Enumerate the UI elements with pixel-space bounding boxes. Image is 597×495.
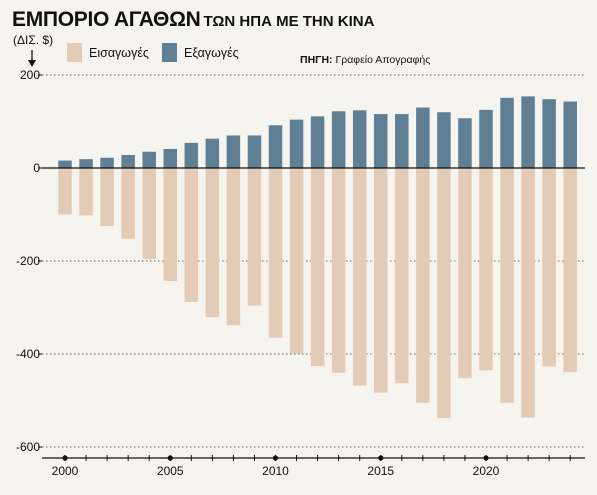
y-tick-label-0: 0 [33,161,40,175]
bar-imports-2005 [163,168,177,281]
bar-exports-2003 [121,154,135,168]
legend-swatch-imports [67,43,82,62]
bar-exports-2000 [58,160,72,168]
bar-imports-2012 [310,168,325,367]
bar-imports-2021 [500,168,514,403]
bar-exports-2015 [374,114,388,168]
bar-exports-2019 [458,118,472,168]
legend-label-imports: Εισαγωγές [89,45,149,60]
x-major-tick-dot-2010 [272,455,279,461]
bar-exports-2002 [100,157,114,168]
chart-title-main: ΕΜΠΟΡΙΟ ΑΓΑΘΩΝ [12,8,201,31]
source-label: ΠΗΓΗ: [300,54,333,66]
x-tick-label-2015: 2015 [367,464,394,478]
y-axis: 200 0 -200 -400 -600 [16,50,42,454]
legend-item-imports: Εισαγωγές [67,43,149,62]
bar-imports-2019 [458,168,472,379]
bar-imports-2023 [542,168,556,367]
x-tick-label-2005: 2005 [157,464,184,478]
bar-imports-2011 [289,168,304,354]
bar-imports-2001 [79,168,93,216]
source-text: Γραφείο Απογραφής [335,54,431,66]
bar-exports-2007 [205,138,220,168]
bar-exports-2005 [163,148,177,168]
x-major-tick-dot-2015 [378,455,384,461]
chart-title-sub: ΤΩΝ ΗΠΑ ΜΕ ΤΗΝ ΚΙΝΑ [203,13,375,30]
bar-exports-2022 [521,96,535,168]
bar-imports-2009 [247,168,262,306]
bar-imports-2002 [100,168,114,227]
y-tick-label-200: 200 [20,68,40,82]
bar-exports-2009 [247,135,262,168]
legend-swatch-exports [162,43,177,62]
x-major-tick-dot-2020 [483,455,489,461]
bar-imports-2010 [268,168,283,338]
bar-exports-2017 [416,107,430,168]
bar-imports-2015 [374,168,388,393]
bar-imports-2000 [58,168,72,215]
y-tick-label--200: -200 [16,254,40,268]
bar-exports-2011 [289,119,304,168]
bar-exports-2024 [563,101,577,168]
bar-exports-2014 [352,110,367,168]
bar-exports-2012 [310,116,325,168]
bar-imports-2022 [521,168,535,418]
bar-imports-2007 [205,168,220,318]
bar-imports-2013 [331,168,346,373]
bar-exports-2008 [226,135,241,168]
bar-imports-2003 [121,168,135,239]
bar-imports-2020 [479,168,493,371]
bar-imports-2016 [395,168,409,384]
bar-imports-2014 [352,168,367,386]
gridlines [42,74,585,448]
bar-exports-2001 [79,159,93,168]
x-major-tick-dot-2005 [167,455,173,461]
bar-exports-2021 [500,97,514,168]
x-tick-label-2020: 2020 [473,464,500,478]
bar-imports-2008 [226,168,241,326]
bars [58,96,577,419]
bar-exports-2018 [437,112,451,168]
x-axis: 2000 2005 2010 2015 2020 [42,455,585,478]
bar-imports-2017 [416,168,430,403]
y-axis-arrow-icon [28,60,36,67]
y-tick-label--600: -600 [16,440,40,454]
bar-exports-2020 [479,109,493,169]
bar-exports-2023 [542,99,556,168]
bar-exports-2004 [142,151,156,168]
bar-exports-2006 [184,142,199,168]
bar-exports-2010 [268,125,283,168]
x-tick-label-2010: 2010 [262,464,289,478]
bar-imports-2006 [184,168,199,302]
x-tick-label-2000: 2000 [52,464,79,478]
bar-exports-2016 [395,114,409,168]
legend-item-exports: Εξαγωγές [162,43,239,62]
bar-imports-2004 [142,168,156,260]
source-note: ΠΗΓΗ: Γραφείο Απογραφής [300,54,430,66]
y-axis-unit-label: (ΔΙΣ. $) [13,33,54,47]
legend-label-exports: Εξαγωγές [184,45,239,60]
chart-title: ΕΜΠΟΡΙΟ ΑΓΑΘΩΝ ΤΩΝ ΗΠΑ ΜΕ ΤΗΝ ΚΙΝΑ [12,6,374,36]
bar-imports-2024 [563,168,577,373]
y-tick-label--400: -400 [16,347,40,361]
bar-exports-2013 [331,111,346,168]
bar-imports-2018 [437,168,451,419]
x-major-tick-dot-2000 [62,455,68,461]
